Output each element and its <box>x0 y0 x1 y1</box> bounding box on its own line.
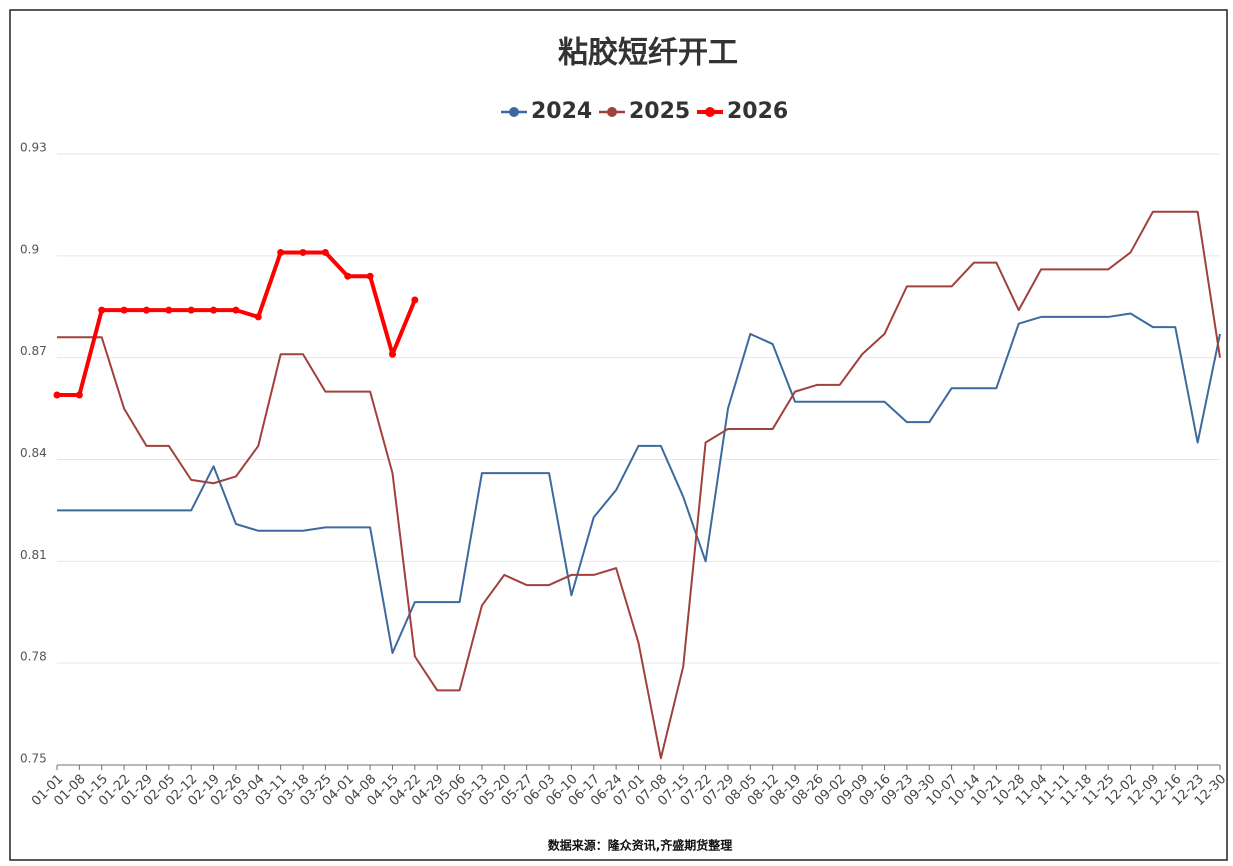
point <box>210 306 218 314</box>
point <box>142 306 150 314</box>
legend-marker <box>509 107 519 117</box>
point <box>187 306 195 314</box>
y-tick-label: 0.81 <box>20 548 47 562</box>
y-tick-label: 0.93 <box>20 141 47 155</box>
series-line <box>57 210 1221 760</box>
point <box>366 272 374 280</box>
series-line <box>57 312 1221 654</box>
point <box>344 272 352 280</box>
legend-label: 2026 <box>727 99 788 124</box>
y-tick-label: 0.78 <box>20 650 47 664</box>
point <box>299 248 307 256</box>
point <box>411 296 419 304</box>
point <box>388 350 396 358</box>
y-tick-label: 0.84 <box>20 446 47 460</box>
point <box>254 313 262 321</box>
chart-title: 粘胶短纤开工 <box>558 36 738 71</box>
legend-marker <box>705 107 715 117</box>
source-note: 数据来源：隆众资讯,齐盛期货整理 <box>548 838 733 853</box>
legend-marker <box>607 107 617 117</box>
point <box>75 391 83 399</box>
point <box>53 391 61 399</box>
point <box>165 306 173 314</box>
point <box>232 306 240 314</box>
frame <box>9 9 1228 861</box>
y-tick-label: 0.9 <box>20 242 39 256</box>
point <box>98 306 106 314</box>
point <box>277 248 285 256</box>
y-tick-label: 0.75 <box>20 752 47 766</box>
legend-label: 2025 <box>629 99 690 124</box>
y-tick-label: 0.87 <box>20 344 47 358</box>
series-line <box>57 250 417 398</box>
point <box>120 306 128 314</box>
legend-label: 2024 <box>531 99 592 124</box>
point <box>321 248 329 256</box>
